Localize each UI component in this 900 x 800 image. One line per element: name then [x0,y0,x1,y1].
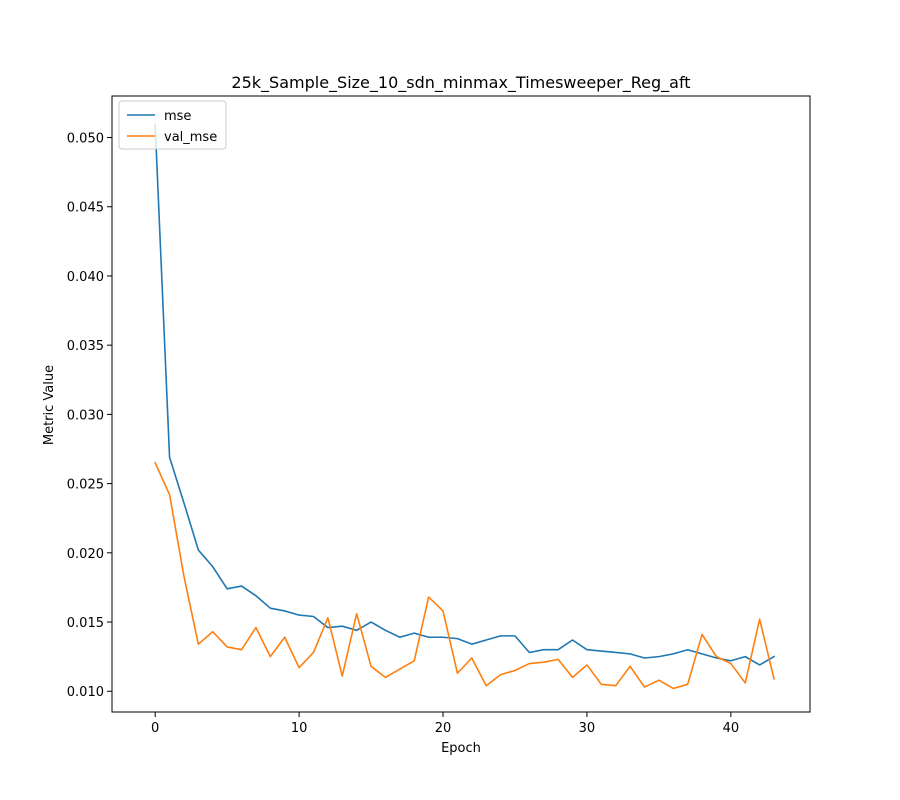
y-tick-label: 0.025 [67,478,104,493]
legend: mse val_mse [118,100,227,150]
x-axis-label: Epoch [441,741,481,756]
y-tick-label: 0.015 [67,616,104,631]
x-tick-label: 40 [723,721,740,736]
x-axis: 0 10 20 30 40 [151,712,739,736]
y-axis: 0.010 0.015 0.020 0.025 0.030 0.035 0.040 0.045… [67,132,112,700]
x-tick-label: 20 [435,721,452,736]
y-tick-label: 0.045 [67,201,104,216]
y-tick-label: 0.030 [67,408,104,423]
x-tick-label: 10 [291,721,308,736]
chart-title: 25k_Sample_Size_10_sdn_minmax_Timesweepe… [231,73,690,93]
series-line-mse [154,124,776,666]
y-tick-label: 0.050 [67,132,104,147]
plot-area [154,124,776,690]
x-tick-label: 30 [579,721,596,736]
series-line-val-mse [154,461,775,690]
y-tick-label: 0.010 [67,685,104,700]
legend-label: val_mse [164,130,217,145]
legend-label: mse [164,109,191,124]
y-tick-label: 0.035 [67,339,104,354]
x-tick-label: 0 [151,721,159,736]
plot-frame [111,95,811,713]
y-tick-label: 0.020 [67,547,104,562]
legend-box [118,100,227,150]
y-axis-label: Metric Value [42,365,57,445]
y-tick-label: 0.040 [67,270,104,285]
